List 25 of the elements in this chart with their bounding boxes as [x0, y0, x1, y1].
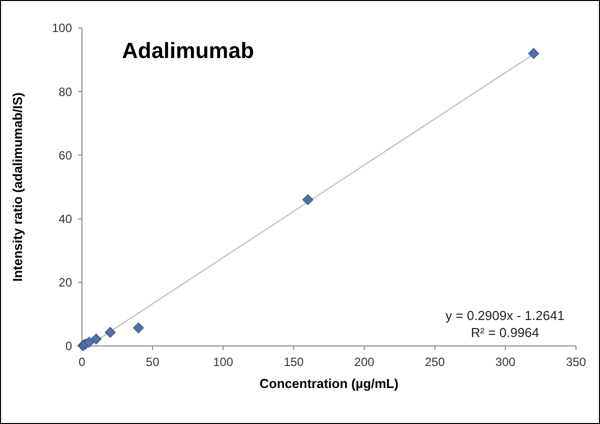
point [84, 336, 94, 348]
x-axis-title: Concentration (µg/mL) [260, 376, 398, 391]
x-tick-label: 50 [146, 355, 160, 369]
annotation: y = 0.2909x - 1.2641 [446, 308, 564, 323]
point [133, 322, 144, 334]
x-tick-label: 300 [495, 355, 516, 369]
y-tick-label: 60 [58, 148, 72, 162]
x-tick-label: 350 [566, 355, 586, 369]
point [528, 48, 540, 59]
annotation: R² = 0.9964 [470, 325, 540, 340]
y-tick-label: 80 [58, 84, 72, 99]
text: Adalimumab [122, 38, 254, 63]
point [302, 194, 314, 206]
y-tick-label: 100 [52, 21, 72, 36]
x-tick-label: 200 [354, 355, 375, 369]
y-axis-title: Intensity ratio (adalimumab/IS) [10, 92, 25, 282]
y-tick-label: 0 [65, 339, 72, 354]
x-tick-label: 150 [284, 355, 304, 369]
x-tick-label: 250 [424, 355, 446, 369]
y-tick-label: 40 [58, 212, 72, 226]
point [104, 326, 116, 338]
point [90, 334, 102, 344]
x-tick-label: 0 [78, 355, 86, 369]
x-tick-label: 100 [213, 355, 234, 369]
y-tick-label: 20 [58, 276, 72, 290]
